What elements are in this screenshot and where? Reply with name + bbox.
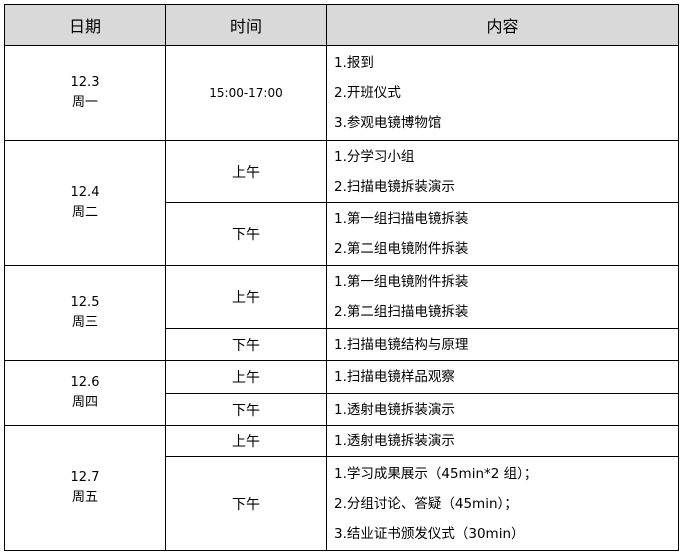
date: 12.5 — [70, 295, 100, 310]
header-content: 内容 — [326, 4, 679, 46]
content-item: 1.报到 — [334, 55, 374, 71]
date: 12.6 — [70, 375, 100, 390]
date-cell: 12.5 周三 — [4, 265, 166, 361]
content-item: 2.开班仪式 — [334, 85, 401, 101]
content-item: 1.第一组电镜附件拆装 — [334, 274, 469, 290]
time-cell: 下午 — [165, 393, 327, 426]
weekday: 周五 — [71, 490, 98, 505]
content-cell: 1.透射电镜拆装演示 — [326, 393, 679, 426]
time-cell: 上午 — [165, 425, 327, 457]
content-item: 1.学习成果展示（45min*2 组）； — [334, 465, 538, 482]
content-cell: 1.第一组扫描电镜拆装 2.第二组电镜附件拆装 — [326, 202, 679, 266]
time-cell: 下午 — [165, 202, 327, 266]
content-cell: 1.报到 2.开班仪式 3.参观电镜博物馆 — [326, 45, 679, 141]
time-cell: 下午 — [165, 456, 327, 551]
date: 12.7 — [70, 470, 100, 485]
content-item: 1.分学习小组 — [334, 148, 415, 165]
schedule-table: 日期 时间 内容 12.3 周一 15:00-17:00 1.报到 2.开班仪式 … — [4, 4, 679, 551]
content-item: 1.透射电镜拆装演示 — [334, 401, 455, 418]
header-time: 时间 — [165, 4, 327, 46]
content-item: 2.分组讨论、答疑（45min）； — [334, 495, 518, 512]
date-cell: 12.3 周一 — [4, 45, 166, 141]
header-row: 日期 时间 内容 — [4, 4, 679, 46]
table-row: 12.4 周二 上午 1.分学习小组 2.扫描电镜拆装演示 — [4, 140, 679, 266]
date: 12.4 — [70, 185, 100, 200]
content-item: 2.第二组扫描电镜拆装 — [334, 304, 469, 320]
date-cell: 12.4 周二 — [4, 140, 166, 266]
content-item: 3.参观电镜博物馆 — [334, 115, 442, 131]
content-cell: 1.扫描电镜样品观察 — [326, 360, 679, 394]
content-cell: 1.扫描电镜结构与原理 — [326, 328, 679, 361]
content-item: 2.第二组电镜附件拆装 — [334, 241, 469, 257]
table-row: 12.5 周三 上午 1.第一组电镜附件拆装 2.第二组扫描电镜拆装 — [4, 265, 679, 361]
time-cell: 15:00-17:00 — [165, 45, 327, 141]
time-cell: 上午 — [165, 265, 327, 329]
table-row: 12.3 周一 15:00-17:00 1.报到 2.开班仪式 3.参观电镜博物馆 — [4, 45, 679, 141]
content-cell: 1.分学习小组 2.扫描电镜拆装演示 — [326, 140, 679, 203]
content-cell: 1.第一组电镜附件拆装 2.第二组扫描电镜拆装 — [326, 265, 679, 329]
content-item: 3.结业证书颁发仪式（30min） — [334, 525, 525, 542]
weekday: 周一 — [71, 95, 98, 110]
date: 12.3 — [70, 75, 100, 90]
date-cell: 12.7 周五 — [4, 425, 166, 551]
weekday: 周四 — [71, 395, 98, 410]
content-item: 2.扫描电镜拆装演示 — [334, 178, 455, 195]
table-row: 12.6 周四 上午 1.扫描电镜样品观察 — [4, 360, 679, 426]
date-cell: 12.6 周四 — [4, 360, 166, 426]
content-item: 1.第一组扫描电镜拆装 — [334, 211, 469, 227]
table-row: 12.7 周五 上午 1.透射电镜拆装演示 — [4, 425, 679, 551]
content-cell: 1.透射电镜拆装演示 — [326, 425, 679, 457]
time-cell: 下午 — [165, 328, 327, 361]
time-cell: 上午 — [165, 360, 327, 394]
table-row: 下午 1.学习成果展示（45min*2 组）； 2.分组讨论、答疑（45min）… — [5, 456, 679, 551]
header-date: 日期 — [4, 4, 166, 46]
table-row: 下午 1.扫描电镜结构与原理 — [5, 328, 679, 361]
table-row: 下午 1.第一组扫描电镜拆装 2.第二组电镜附件拆装 — [5, 202, 679, 266]
content-item: 1.透射电镜拆装演示 — [334, 433, 455, 449]
content-item: 1.扫描电镜结构与原理 — [334, 336, 469, 353]
content-cell: 1.学习成果展示（45min*2 组）； 2.分组讨论、答疑（45min）； 3… — [326, 456, 679, 551]
content-item: 1.扫描电镜样品观察 — [334, 369, 455, 385]
weekday: 周三 — [71, 315, 98, 330]
time-cell: 上午 — [165, 140, 327, 203]
weekday: 周二 — [71, 205, 98, 220]
